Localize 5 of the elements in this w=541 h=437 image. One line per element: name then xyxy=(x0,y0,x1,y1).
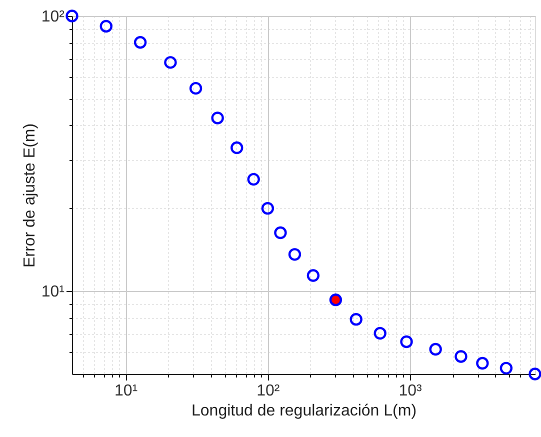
x-tick-label: 10² xyxy=(256,382,280,400)
y-axis-title: Error de ajuste E(m) xyxy=(21,123,38,268)
x-tick-label: 10³ xyxy=(398,382,423,400)
x-axis-title: Longitud de regularización L(m) xyxy=(191,402,417,420)
x-tick-label: 10¹ xyxy=(114,382,138,400)
